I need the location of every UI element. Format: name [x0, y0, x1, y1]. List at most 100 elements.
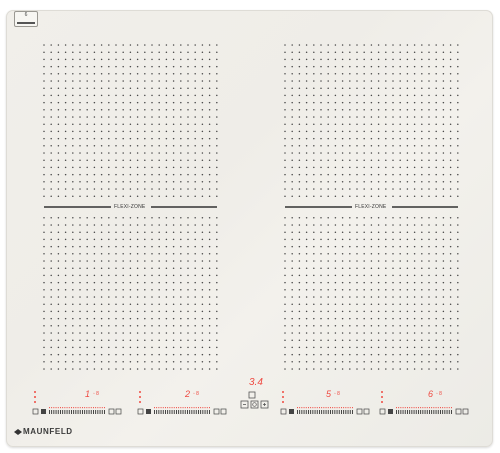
slider-tick[interactable]	[204, 410, 206, 414]
center-buttons[interactable]	[236, 390, 276, 418]
slider-tick[interactable]	[53, 410, 55, 414]
slider-tick[interactable]	[424, 410, 426, 414]
slider-tick[interactable]	[156, 410, 158, 414]
slider-tick[interactable]	[160, 410, 162, 414]
slider-tick[interactable]	[319, 410, 320, 414]
zone-2-controls[interactable]	[135, 388, 230, 418]
slider-tick[interactable]	[198, 410, 199, 414]
slider-tick[interactable]	[169, 410, 171, 414]
slider-tick[interactable]	[422, 410, 424, 414]
zone-lock-icon[interactable]	[388, 409, 393, 414]
slider-tick[interactable]	[420, 410, 422, 414]
slider-tick[interactable]	[314, 410, 316, 414]
slider-tick[interactable]	[49, 410, 50, 414]
right-flexi-area[interactable]	[284, 44, 459, 370]
timer-icon[interactable]	[462, 408, 469, 415]
left-flexi-area[interactable]	[43, 44, 218, 370]
slider-tick[interactable]	[86, 410, 88, 414]
slider-tick[interactable]	[165, 410, 166, 414]
pause-icon[interactable]	[108, 408, 115, 415]
timer-icon[interactable]	[115, 408, 122, 415]
zone-1-controls[interactable]	[30, 388, 125, 418]
pause-icon[interactable]	[356, 408, 363, 415]
slider-tick[interactable]	[426, 410, 428, 414]
slider-tick[interactable]	[195, 410, 197, 414]
slider-tick[interactable]	[312, 410, 314, 414]
slider-tick[interactable]	[200, 410, 202, 414]
slider-tick[interactable]	[95, 410, 97, 414]
slider-tick[interactable]	[93, 410, 94, 414]
slider-tick[interactable]	[71, 410, 72, 414]
slider-tick[interactable]	[202, 410, 204, 414]
slider-tick[interactable]	[75, 410, 77, 414]
slider-tick[interactable]	[435, 410, 437, 414]
slider-tick[interactable]	[411, 410, 413, 414]
slider-tick[interactable]	[158, 410, 160, 414]
zone-lock-icon[interactable]	[289, 409, 294, 414]
zone-5-controls[interactable]	[278, 388, 373, 418]
slider-tick[interactable]	[90, 410, 92, 414]
slider-tick[interactable]	[407, 410, 408, 414]
slider-tick[interactable]	[82, 410, 83, 414]
slider-tick[interactable]	[79, 410, 81, 414]
zone-power-icon[interactable]	[280, 408, 287, 415]
slider-tick[interactable]	[437, 410, 439, 414]
zone-6-controls[interactable]	[377, 388, 472, 418]
slider-tick[interactable]	[68, 410, 70, 414]
zone-power-icon[interactable]	[379, 408, 386, 415]
slider-tick[interactable]	[448, 410, 450, 414]
slider-tick[interactable]	[84, 410, 86, 414]
slider-tick[interactable]	[409, 410, 411, 414]
timer-icon[interactable]	[363, 408, 370, 415]
slider-tick[interactable]	[88, 410, 90, 414]
slider-tick[interactable]	[180, 410, 182, 414]
slider-tick[interactable]	[191, 410, 193, 414]
slider-tick[interactable]	[162, 410, 164, 414]
slider-tick[interactable]	[341, 410, 342, 414]
slider-tick[interactable]	[57, 410, 59, 414]
pause-icon[interactable]	[455, 408, 462, 415]
zone-power-icon[interactable]	[32, 408, 39, 415]
slider-tick[interactable]	[418, 410, 419, 414]
slider-tick[interactable]	[178, 410, 180, 414]
slider-tick[interactable]	[415, 410, 417, 414]
slider-tick[interactable]	[396, 410, 397, 414]
slider-tick[interactable]	[176, 410, 177, 414]
slider-tick[interactable]	[184, 410, 186, 414]
slider-tick[interactable]	[444, 410, 446, 414]
slider-tick[interactable]	[299, 410, 301, 414]
slider-tick[interactable]	[62, 410, 64, 414]
slider-tick[interactable]	[167, 410, 169, 414]
slider-tick[interactable]	[349, 410, 351, 414]
slider-tick[interactable]	[60, 410, 61, 414]
slider-tick[interactable]	[400, 410, 402, 414]
slider-tick[interactable]	[352, 410, 353, 414]
zone-power-icon[interactable]	[137, 408, 144, 415]
slider-tick[interactable]	[193, 410, 195, 414]
slider-tick[interactable]	[330, 410, 331, 414]
slider-tick[interactable]	[336, 410, 338, 414]
slider-tick[interactable]	[321, 410, 323, 414]
slider-tick[interactable]	[343, 410, 345, 414]
slider-tick[interactable]	[402, 410, 404, 414]
zone-lock-icon[interactable]	[41, 409, 46, 414]
slider-tick[interactable]	[206, 410, 208, 414]
slider-tick[interactable]	[398, 410, 400, 414]
slider-tick[interactable]	[345, 410, 347, 414]
slider-tick[interactable]	[99, 410, 101, 414]
slider-tick[interactable]	[332, 410, 334, 414]
slider-tick[interactable]	[347, 410, 349, 414]
slider-tick[interactable]	[154, 410, 155, 414]
slider-tick[interactable]	[182, 410, 184, 414]
slider-tick[interactable]	[301, 410, 303, 414]
slider-tick[interactable]	[429, 410, 430, 414]
slider-tick[interactable]	[209, 410, 210, 414]
zone-lock-icon[interactable]	[146, 409, 151, 414]
slider-tick[interactable]	[55, 410, 57, 414]
timer-icon[interactable]	[220, 408, 227, 415]
slider-tick[interactable]	[442, 410, 444, 414]
slider-tick[interactable]	[327, 410, 329, 414]
slider-tick[interactable]	[187, 410, 188, 414]
slider-tick[interactable]	[173, 410, 175, 414]
slider-tick[interactable]	[66, 410, 68, 414]
